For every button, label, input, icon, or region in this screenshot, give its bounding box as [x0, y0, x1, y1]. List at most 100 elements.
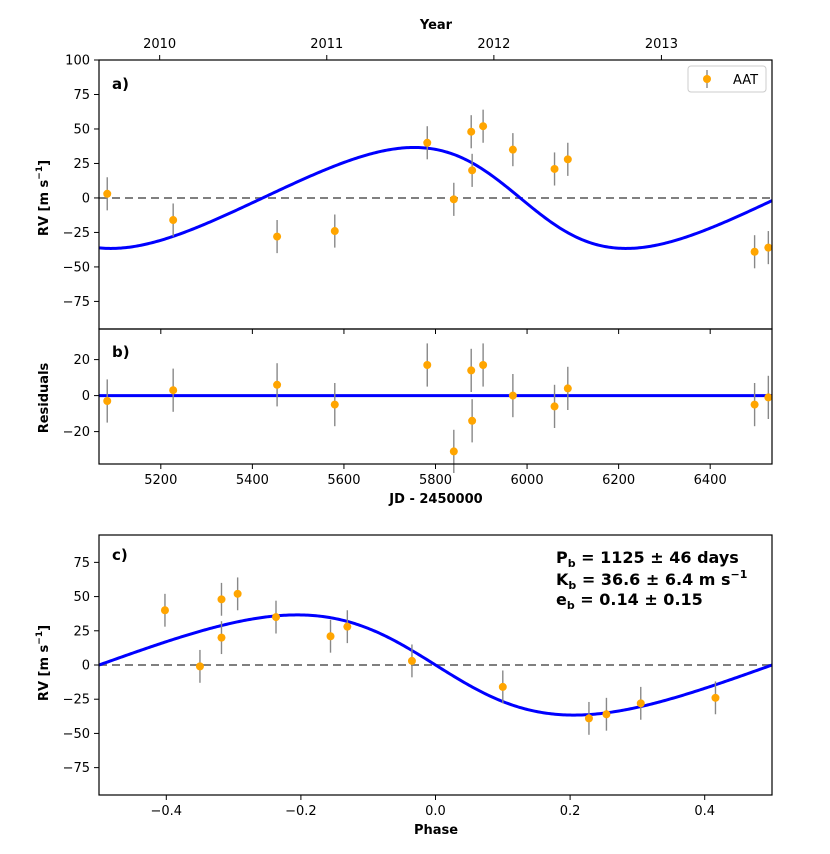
param-period-subscript: b [568, 557, 576, 570]
panel-c-ytick-label: 50 [73, 590, 90, 605]
panel-a-ytick-label: −75 [63, 295, 90, 310]
top-axis-tick-label: 2011 [310, 37, 343, 52]
panel-c-point [343, 622, 352, 631]
panel-a-point [169, 216, 178, 225]
panel-a-ytick-label: −25 [63, 226, 90, 241]
panel-c-xticks: −0.4 −0.2 0.0 0.2 0.4 [151, 795, 715, 819]
panel-c-ytick-label: 25 [73, 624, 90, 639]
param-k-symbol: K [556, 570, 569, 589]
param-semi-amplitude: Kb = 36.6 ± 6.4 m s−1 [556, 568, 747, 592]
panel-c-point [407, 656, 416, 665]
panel-c-point [217, 633, 226, 642]
panel-b-point [550, 402, 559, 411]
top-axis-ticks: 2010 2011 2012 2013 [143, 37, 678, 60]
panel-a-ylabel-text: RV [m s [37, 179, 52, 236]
panel-b-ytick-label: −20 [63, 425, 90, 440]
panel-a-point [330, 227, 339, 236]
panel-c-xtick-label: −0.2 [285, 804, 317, 819]
panel-c-label: c) [112, 546, 128, 564]
panel-a-point [273, 232, 282, 241]
panel-a-point [764, 243, 773, 252]
panel-c-point [160, 606, 169, 615]
panel-a-ytick-label: 50 [73, 122, 90, 137]
panel-c-xlabel: Phase [414, 823, 458, 838]
panel-b-point [764, 393, 773, 402]
panel-c-data-points [160, 577, 720, 735]
panel-b-xtick-label: 6400 [694, 473, 727, 488]
panel-b-yticks: −20 0 20 [63, 353, 99, 440]
panel-c-point [326, 632, 335, 641]
panel-b-point [750, 400, 759, 409]
panel-b-xtick-label: 6000 [511, 473, 544, 488]
panel-a-yticks: −75 −50 −25 0 25 50 75 100 [63, 54, 99, 310]
panel-c-ylabel: RV [m s−1] [35, 625, 52, 701]
panel-c-ytick-label: 75 [73, 556, 90, 571]
panel-b: −20 0 20 5200 5400 5600 5800 6000 6200 6400 b) R… [37, 328, 773, 507]
panel-a-ytick-label: 100 [65, 54, 90, 69]
panel-b-point [330, 400, 339, 409]
param-period: Pb = 1125 ± 46 days [556, 548, 739, 570]
panel-a-point [563, 155, 572, 164]
panel-b-point [169, 386, 178, 395]
panel-a-point [750, 247, 759, 256]
panel-a-ytick-label: −50 [63, 260, 90, 275]
panel-b-ytick-label: 0 [82, 389, 90, 404]
panel-c-xtick-label: −0.4 [151, 804, 183, 819]
panel-a-point [550, 164, 559, 173]
param-eccentricity: eb = 0.14 ± 0.15 [556, 590, 703, 612]
panel-b-ylabel: Residuals [37, 362, 52, 433]
param-period-symbol: P [556, 548, 568, 567]
param-e-value: = 0.14 ± 0.15 [575, 590, 703, 609]
panel-a-point [508, 145, 517, 154]
param-period-value: = 1125 ± 46 days [576, 548, 739, 567]
panel-b-point [508, 391, 517, 400]
panel-a-ylabel-close: ] [37, 160, 52, 166]
panel-c-point [711, 693, 720, 702]
panel-c-ylabel-text: RV [m s [37, 644, 52, 701]
panel-b-point [467, 366, 476, 375]
panel-c-phased-model [98, 613, 773, 717]
panel-a-keplerian-model [98, 145, 773, 250]
panel-a-ytick-label: 75 [73, 88, 90, 103]
panel-a-label: a) [112, 75, 129, 93]
panel-c-frame [98, 534, 773, 796]
panel-b-data-points [103, 343, 773, 473]
panel-a-point [479, 122, 488, 131]
param-k-value: = 36.6 ± 6.4 m s [576, 570, 730, 589]
panel-b-xtick-label: 5600 [327, 473, 360, 488]
panel-b-xtick-label: 5200 [144, 473, 177, 488]
panel-c-xtick-label: 0.2 [560, 804, 581, 819]
panel-b-frame [98, 328, 773, 465]
panel-c-point [636, 699, 645, 708]
panel-a: Year 2010 2011 2012 2013 −75 −50 −25 0 25 50 75 10… [35, 18, 773, 330]
panel-c-point [498, 682, 507, 691]
panel-c: −75 −50 −25 0 25 50 75 −0.4 −0.2 0.0 0.2 0.4 c) RV… [35, 534, 773, 838]
panel-a-point [449, 195, 458, 204]
panel-c-ytick-label: 0 [82, 659, 90, 674]
panel-c-point [195, 662, 204, 671]
panel-c-ytick-label: −25 [63, 693, 90, 708]
panel-b-ytick-label: 20 [73, 353, 90, 368]
panel-a-ylabel: RV [m s−1] [35, 160, 52, 236]
panel-b-xlabel: JD - 2450000 [388, 492, 482, 507]
panel-c-point [217, 595, 226, 604]
top-axis-tick-label: 2012 [477, 37, 510, 52]
top-axis-tick-label: 2013 [645, 37, 678, 52]
legend: AAT [687, 65, 767, 93]
panel-b-xtick-label: 5400 [236, 473, 269, 488]
panel-b-point [449, 447, 458, 456]
panel-c-ylabel-sup: −1 [35, 631, 45, 645]
panel-b-xticks: 5200 5400 5600 5800 6000 6200 6400 [144, 329, 727, 488]
panel-a-point [468, 166, 477, 175]
panel-b-point [273, 380, 282, 389]
panel-c-point [233, 589, 242, 598]
panel-b-point [103, 397, 112, 405]
param-k-sup: −1 [731, 568, 748, 581]
panel-a-point [467, 127, 476, 136]
top-axis-tick-label: 2010 [143, 37, 176, 52]
panel-c-ylabel-close: ] [37, 625, 52, 631]
panel-b-point [423, 361, 432, 369]
panel-a-data-points [103, 109, 773, 269]
panel-a-point [423, 138, 432, 147]
